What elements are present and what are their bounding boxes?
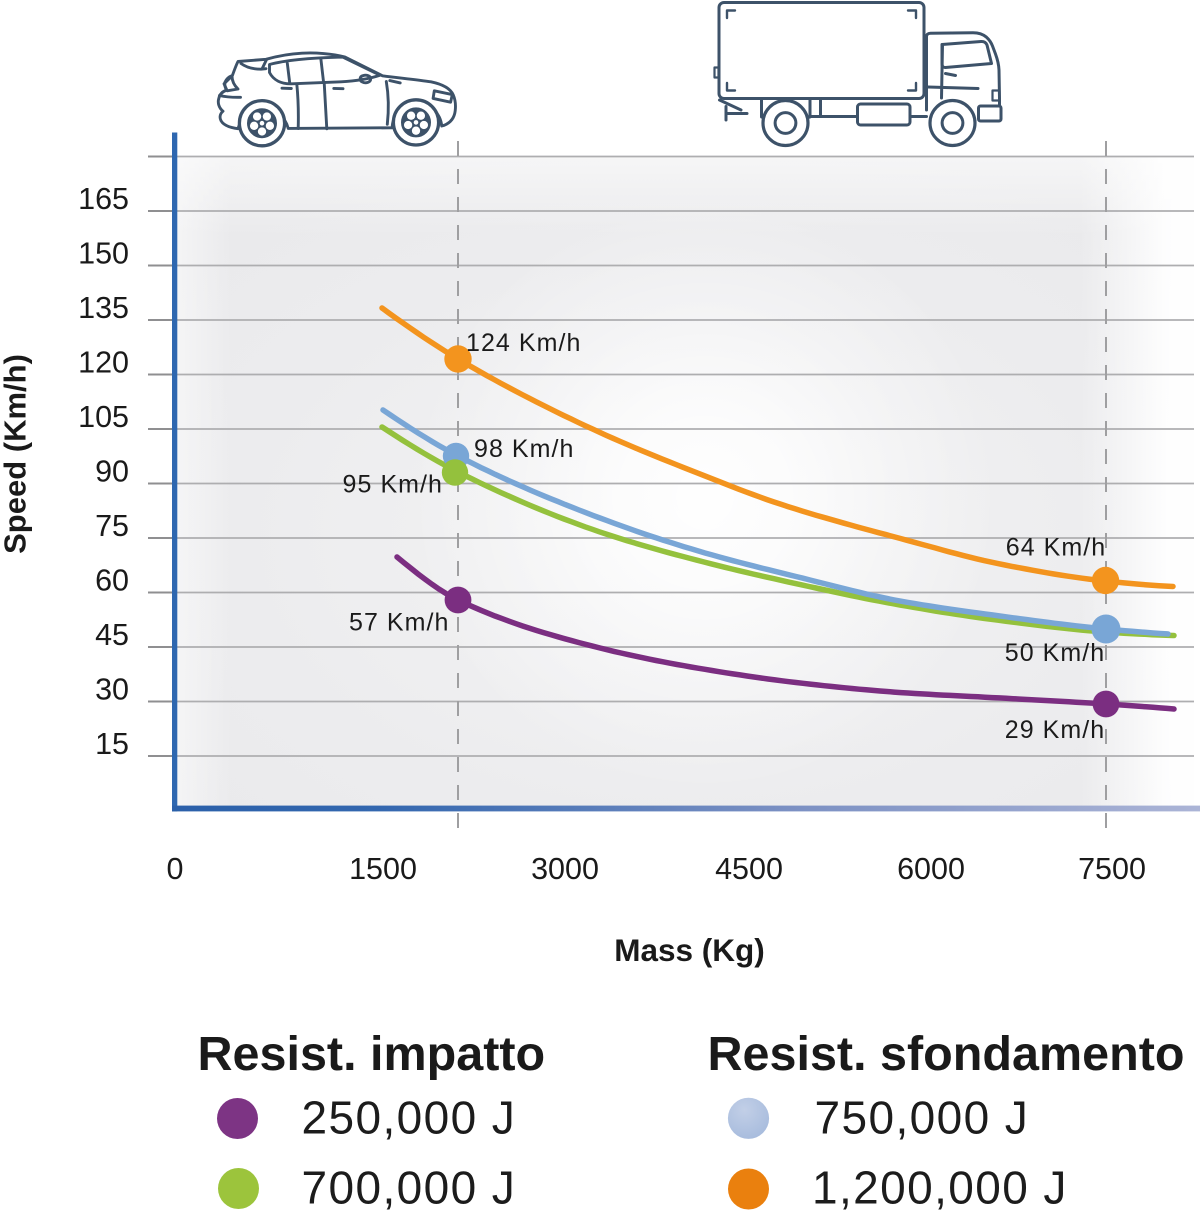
svg-text:165: 165 bbox=[78, 182, 129, 216]
svg-text:4500: 4500 bbox=[715, 852, 783, 886]
svg-text:6000: 6000 bbox=[897, 852, 965, 886]
svg-text:75: 75 bbox=[95, 509, 129, 543]
svg-text:105: 105 bbox=[78, 400, 129, 434]
svg-text:Mass (Kg): Mass (Kg) bbox=[614, 932, 765, 968]
svg-text:29 Km/h: 29 Km/h bbox=[1005, 716, 1105, 744]
svg-text:45: 45 bbox=[95, 618, 129, 652]
svg-text:250,000 J: 250,000 J bbox=[302, 1092, 517, 1144]
svg-text:57 Km/h: 57 Km/h bbox=[349, 609, 449, 637]
svg-text:Resist. impatto: Resist. impatto bbox=[198, 1027, 546, 1081]
svg-text:98 Km/h: 98 Km/h bbox=[474, 435, 574, 463]
svg-text:150: 150 bbox=[78, 237, 129, 271]
svg-text:1,200,000 J: 1,200,000 J bbox=[812, 1162, 1068, 1214]
svg-text:1500: 1500 bbox=[349, 852, 417, 886]
svg-text:30: 30 bbox=[95, 673, 129, 707]
svg-text:3000: 3000 bbox=[531, 852, 599, 886]
svg-text:120: 120 bbox=[78, 346, 129, 380]
svg-text:90: 90 bbox=[95, 455, 129, 489]
svg-text:64 Km/h: 64 Km/h bbox=[1006, 534, 1106, 562]
svg-text:750,000 J: 750,000 J bbox=[815, 1092, 1030, 1144]
svg-text:95 Km/h: 95 Km/h bbox=[343, 471, 443, 499]
svg-text:135: 135 bbox=[78, 291, 129, 325]
svg-text:15: 15 bbox=[95, 727, 129, 761]
svg-text:700,000 J: 700,000 J bbox=[302, 1162, 517, 1214]
svg-text:50 Km/h: 50 Km/h bbox=[1005, 639, 1105, 667]
svg-text:124 Km/h: 124 Km/h bbox=[466, 329, 581, 357]
svg-text:60: 60 bbox=[95, 564, 129, 598]
svg-text:0: 0 bbox=[167, 852, 184, 886]
svg-text:Speed (Km/h): Speed (Km/h) bbox=[0, 354, 33, 554]
svg-text:7500: 7500 bbox=[1078, 852, 1146, 886]
svg-text:Resist. sfondamento: Resist. sfondamento bbox=[708, 1027, 1185, 1081]
